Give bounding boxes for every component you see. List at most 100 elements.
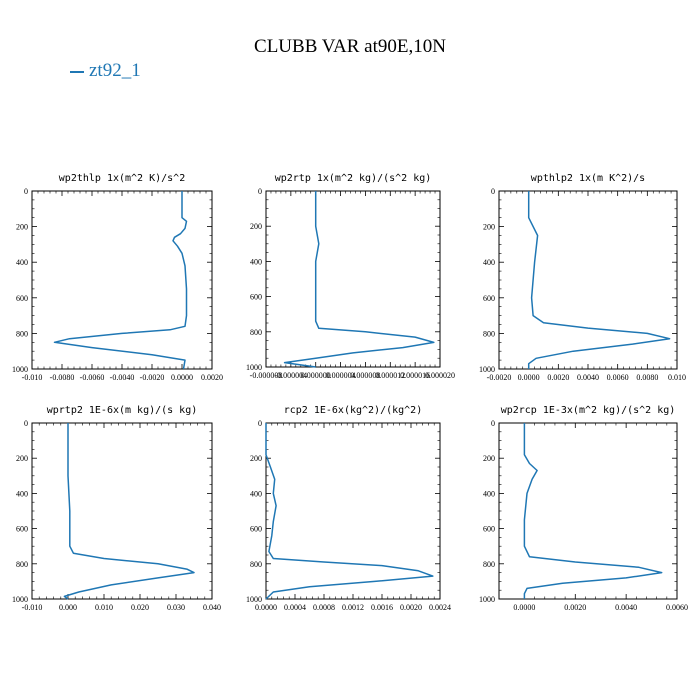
y-tick-label: 600 (16, 294, 28, 303)
x-tick-label: 0.010 (95, 603, 113, 612)
x-tick-label: -0.0020 (140, 373, 165, 382)
y-tick-label: 1000 (12, 365, 28, 374)
y-tick-label: 200 (16, 223, 28, 232)
y-tick-label: 600 (250, 293, 262, 302)
y-tick-label: 400 (483, 489, 495, 498)
series-line (283, 191, 435, 368)
plot-frame (498, 190, 678, 370)
chart-title: rcp2 1E-6x(kg^2)/(kg^2) (284, 405, 422, 416)
x-tick-label: 0.0012 (342, 603, 364, 612)
chart-panel-5: rcp2 1E-6x(kg^2)/(kg^2) 0 200 400 600 800 1000… (246, 405, 451, 612)
x-tick-label: 0.0004 (284, 603, 306, 612)
chart-panel-1: wp2thlp 1x(m^2 K)/s^202004006008001000-0… (12, 173, 223, 382)
y-tick-label: 400 (250, 489, 262, 498)
x-tick-label: -0.0060 (80, 373, 105, 382)
y-tick-label: 400 (250, 257, 262, 266)
x-tick-label: 0.020 (131, 603, 149, 612)
y-tick-label: 200 (483, 223, 495, 232)
y-tick-label: 200 (250, 454, 262, 463)
page-title: CLUBB VAR at90E,10N (254, 36, 446, 57)
series-line (527, 191, 671, 369)
y-tick-label: 0 (24, 419, 28, 428)
y-tick-label: 400 (16, 489, 28, 498)
x-tick-label: 0.0024 (429, 603, 451, 612)
y-tick-label: 0 (491, 187, 495, 196)
y-tick-label: 1000 (246, 363, 262, 372)
series-line (523, 423, 663, 599)
x-tick-label: 0.0060 (607, 373, 629, 382)
x-tick-label: -0.0020 (487, 373, 512, 382)
x-tick-label: 0.0020 (564, 603, 586, 612)
y-tick-label: 400 (16, 258, 28, 267)
y-tick-label: 1000 (479, 595, 495, 604)
y-tick-label: 1000 (479, 365, 495, 374)
y-tick-label: 600 (483, 294, 495, 303)
y-tick-label: 600 (16, 525, 28, 534)
chart-panel-6: wp2rcp 1E-3x(m^2 kg)/(s^2 kg) 0 200 400 600 8… (479, 405, 688, 612)
y-tick-label: 800 (483, 560, 495, 569)
x-tick-label: 0.0000 (255, 603, 277, 612)
y-tick-label: 1000 (246, 595, 262, 604)
chart-title: wp2thlp 1x(m^2 K)/s^2 (59, 173, 185, 184)
x-tick-label: 0.000000 (301, 371, 331, 380)
series-line (63, 423, 195, 600)
x-tick-label: 0.0040 (577, 373, 599, 382)
y-tick-label: 800 (483, 329, 495, 338)
x-tick-label: 0.0080 (636, 373, 658, 382)
x-tick-label: -0.0080 (50, 373, 75, 382)
x-tick-label: -0.010 (22, 603, 43, 612)
x-tick-label: 0.0016 (371, 603, 393, 612)
legend-swatch (70, 70, 84, 73)
y-tick-label: 200 (483, 454, 495, 463)
series-line (53, 191, 188, 370)
x-tick-label: 0.010 (668, 373, 686, 382)
y-tick-label: 800 (16, 560, 28, 569)
x-tick-label: 0.000008 (350, 371, 380, 380)
chart-title: wpthlp2 1x(m K^2)/s (531, 173, 645, 184)
series-line (265, 423, 434, 600)
chart-title: wp2rtp 1x(m^2 kg)/(s^2 kg) (275, 173, 432, 184)
x-tick-label: -0.010 (22, 373, 43, 382)
y-tick-label: 600 (483, 525, 495, 534)
y-tick-label: 800 (16, 329, 28, 338)
y-tick-label: 400 (483, 258, 495, 267)
y-tick-label: 600 (250, 525, 262, 534)
x-tick-label: 0.000004 (326, 371, 356, 380)
y-tick-label: 1000 (12, 595, 28, 604)
y-tick-label: 0 (258, 419, 262, 428)
x-tick-label: 0.0000 (518, 373, 540, 382)
plot-frame (31, 422, 213, 600)
plot-frame (265, 422, 441, 600)
chart-title: wprtp2 1E-6x(m kg)/(s kg) (47, 405, 198, 416)
chart-panel-3: wpthlp2 1x(m K^2)/s 0 200 400 600 800 1000-0.0… (479, 173, 686, 382)
x-tick-label: 0.0020 (547, 373, 569, 382)
x-tick-label: 0.000 (59, 603, 77, 612)
x-tick-label: -0.000004 (275, 371, 308, 380)
legend-label: zt92_1 (89, 60, 141, 81)
x-tick-label: 0.0040 (615, 603, 637, 612)
x-tick-label: -0.0040 (110, 373, 135, 382)
chart-panel-4: wprtp2 1E-6x(m kg)/(s kg) 0 200 400 600 800 10… (12, 405, 221, 612)
x-tick-label: 0.0008 (313, 603, 335, 612)
y-tick-label: 800 (250, 560, 262, 569)
x-tick-label: 0.0000 (513, 603, 535, 612)
chart-title: wp2rcp 1E-3x(m^2 kg)/(s^2 kg) (501, 405, 676, 416)
x-tick-label: 0.000012 (375, 371, 405, 380)
x-tick-label: -0.000008 (250, 371, 283, 380)
y-tick-label: 200 (16, 454, 28, 463)
y-tick-label: 0 (24, 187, 28, 196)
chart-panel-2: wp2rtp 1x(m^2 kg)/(s^2 kg) 0 200 400 600 800 1… (246, 173, 455, 380)
y-tick-label: 0 (491, 419, 495, 428)
x-tick-label: 0.0020 (201, 373, 223, 382)
x-tick-label: 0.0020 (400, 603, 422, 612)
x-tick-label: 0.000016 (400, 371, 430, 380)
x-tick-label: 0.0000 (171, 373, 193, 382)
plot-frame (265, 190, 441, 368)
y-tick-label: 800 (250, 328, 262, 337)
x-tick-label: 0.040 (203, 603, 221, 612)
y-tick-label: 200 (250, 222, 262, 231)
x-tick-label: 0.000020 (425, 371, 455, 380)
x-tick-label: 0.0060 (666, 603, 688, 612)
y-tick-label: 0 (258, 187, 262, 196)
